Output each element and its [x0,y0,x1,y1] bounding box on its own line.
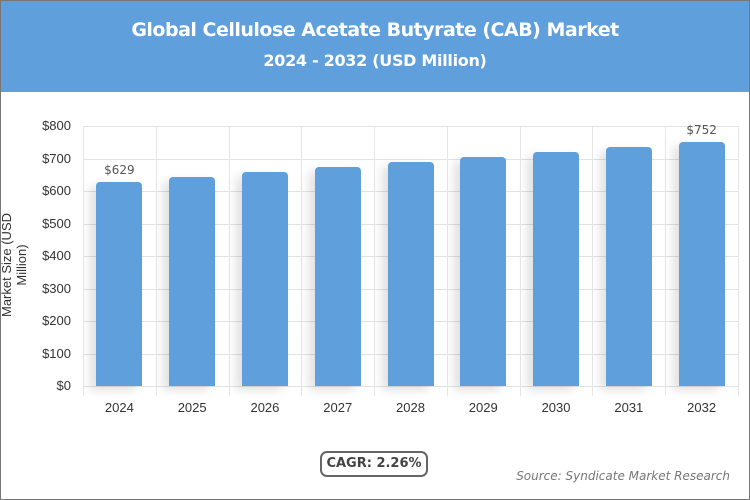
y-tick-label: $300 [42,280,71,296]
bar-2025 [169,177,216,386]
gridline [83,126,738,127]
x-tick-label: 2028 [396,400,425,415]
x-tick-label: 2029 [468,400,498,415]
x-tick-label: 2025 [177,400,207,415]
gridline [738,126,739,396]
gridline [665,126,667,396]
y-tick-label: $500 [42,215,71,231]
bar-2024 [96,181,143,386]
x-tick-label: 2031 [614,400,644,415]
chart-header: Global Cellulose Acetate Butyrate (CAB) … [1,1,749,92]
data-label: $752 [686,122,717,137]
gridline [155,126,157,396]
gridline [228,126,230,396]
bar-2029 [460,157,507,386]
data-label: $629 [104,162,135,177]
y-tick-label: $600 [42,183,71,198]
bar-2030 [533,152,580,386]
y-tick-label: $700 [42,150,71,166]
y-tick-label: $0 [56,378,71,393]
plot-area: $629 $752 [83,122,739,396]
gridline [83,158,738,160]
gridline [83,386,738,387]
gridline [374,126,376,396]
chart-subtitle: 2024 - 2032 (USD Million) [263,51,487,70]
gridline [592,126,594,396]
gridline [83,126,84,396]
x-tick-label: 2027 [323,400,353,415]
x-tick-label: 2024 [104,400,134,415]
bar-2031 [605,146,652,386]
x-tick-label: 2032 [687,400,717,415]
gridline [446,126,448,396]
bar-2032 [678,141,725,386]
y-tick-label: $800 [42,118,71,133]
y-tick-label: $100 [42,345,71,361]
y-tick-label: $400 [42,248,71,263]
bar-2028 [387,162,434,386]
bar-2027 [314,167,361,386]
cagr-badge: CAGR: 2.26% [320,451,428,477]
y-tick-label: $200 [42,313,71,328]
source-note: Source: Syndicate Market Research [516,469,730,483]
chart-title: Global Cellulose Acetate Butyrate (CAB) … [131,19,619,41]
x-tick-label: 2030 [541,400,571,415]
gridline [301,126,303,396]
bar-2026 [241,172,288,386]
x-tick-label: 2026 [250,400,280,415]
gridline [519,126,521,396]
